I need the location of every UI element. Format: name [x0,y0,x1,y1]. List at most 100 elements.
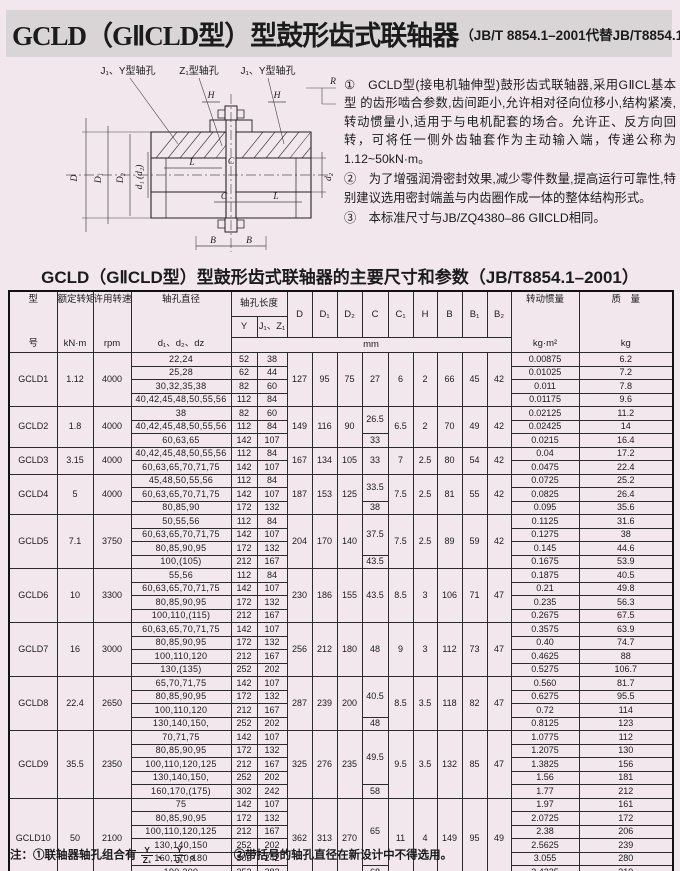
table-cell: 84 [256,568,288,583]
table-cell: GCLD8 [8,676,58,731]
table-cell: 167 [256,554,288,569]
table-cell: 230 [286,568,313,623]
table-cell: 172 [230,689,258,704]
table-cell: 3750 [92,514,132,569]
table-cell: 100,110,120 [130,649,232,664]
table-row: GCLD8 22.4 2650 65,70,71,75 142 107 287 239 200 4… [8,676,674,731]
table-cell: 70,71,75 [130,730,232,745]
dim-label-D1: D₁ [94,173,104,184]
table-cell: 186 [311,568,338,623]
table-cell: 8.5 [387,568,414,623]
table-cell: 107 [256,797,288,812]
table-cell: 132 [256,541,288,556]
table-cell: 80,85,90 [130,500,232,515]
table-cell: 1.97 [510,797,580,812]
table-cell: GCLD5 [8,514,58,569]
dim-label-dz: d₂ [324,172,334,181]
table-cell: 0.145 [510,541,580,556]
table-row: 40,42,45,48,50,55,56 112 84 0.02425 14 [9,419,674,434]
table-cell: 212 [230,703,258,718]
table-cell: 42 [486,352,512,407]
table-cell: 172 [230,500,258,515]
table-row: 80,85,90,95 172 132 0.235 56.3 [9,595,674,610]
table-cell: 212 [230,554,258,569]
table-cell: 9.6 [578,392,674,407]
table-cell: 75 [130,797,232,812]
table-cell: 6 [387,352,414,407]
table-cell: 2.5 [412,473,438,515]
table-cell: 142 [230,433,258,448]
table-cell: 167 [256,608,288,623]
table-cell: 40.5 [361,676,389,718]
bore-type-label-left: J₁、Y型轴孔 [100,64,155,77]
table-cell: 2.5 [412,446,438,475]
table-cell: 82 [230,406,258,421]
table-cell: 0.40 [510,635,580,650]
table-cell: 100,110,120,125 [130,757,232,772]
table-cell: 49.5 [361,730,389,785]
table-cell: 25,28 [130,365,232,380]
table-cell: 105 [336,446,363,475]
dim-label-H-right: H [273,91,282,101]
table-cell: 155 [336,568,363,623]
table-cell: 81 [436,473,463,515]
table-cell: 33.5 [361,473,389,502]
table-cell: 67.5 [578,608,674,623]
table-cell: 40.5 [578,568,674,583]
table-cell: 80,85,90,95 [130,743,232,758]
table-cell: 47 [486,730,512,799]
table-cell: 0.6275 [510,689,580,704]
table-cell: 0.1675 [510,554,580,569]
table-cell: 4000 [92,473,132,515]
table-cell: 71 [461,568,488,623]
table-cell: 0.560 [510,676,580,691]
table-row: GCLD9 35.5 2350 70,71,75 142 107 325 276 235 49.5… [8,730,674,799]
table-cell: 276 [311,730,338,799]
table-cell: 0.011 [510,379,580,394]
table-cell: 6.5 [387,406,414,448]
table-row: GCLD1 1.12 4000 22,24 52 38 127 95 75 27 6 2 66 45 42 0… [8,352,674,407]
table-cell: 112 [436,622,463,677]
table-cell: 6.2 [578,352,674,367]
table-cell: 66 [436,352,463,407]
table-cell: 167 [286,446,313,475]
table-cell: 7.1 [56,514,94,569]
table-row: 100,110,120,125 212 167 2.38 206 [9,824,674,839]
table-cell: 172 [230,811,258,826]
page-title-standard: （JB/T 8854.1–2001代替JB/T8854.1–1999） [460,27,680,43]
table-cell: 212 [230,608,258,623]
table-cell: 1.3825 [510,757,580,772]
table-cell: 95 [311,352,338,407]
table-cell: 42 [486,514,512,569]
table-cell: 53.9 [578,554,674,569]
table-cell: 256 [286,622,313,677]
dim-label-C-top: C [228,157,235,167]
table-cell: 280 [578,851,674,866]
table-cell: 142 [230,730,258,745]
table-row: GCLD10 50 2100 75 142 107 362 313 270 65 11 4 149 95 4… [8,797,674,871]
table-row: 60,63,65,70,71,75 142 107 0.1275 38 [9,527,674,542]
table-cell: 2 [412,352,438,407]
table-cell: 160,170,(175) [130,784,232,799]
table-cell: 170 [311,514,338,569]
header-dim-D1: D₁ [311,290,338,338]
footnote-text-2: ②带括号的轴孔直径在新设计中不得选用。 [233,849,453,862]
table-cell: 106 [436,568,463,623]
table-cell: 60 [256,379,288,394]
header-mass: 质 量 kg [578,290,674,353]
dim-label-d1d2: d₁ (d₂) [134,165,145,190]
table-cell: 81.7 [578,676,674,691]
table-cell: 107 [256,581,288,596]
table-cell: 84 [256,419,288,434]
table-cell: 172 [578,811,674,826]
table-cell: 172 [230,541,258,556]
table-cell: 172 [230,595,258,610]
table-cell: 142 [230,581,258,596]
header-bore-length: 轴孔长度 [230,290,288,317]
bore-type-label-mid: Z₁型轴孔 [179,64,218,77]
header-unit-mm: mm [230,337,512,353]
table-cell: 1.77 [510,784,580,799]
table-cell: GCLD7 [8,622,58,677]
table-cell: 55 [461,473,488,515]
table-cell: 3 [412,622,438,677]
